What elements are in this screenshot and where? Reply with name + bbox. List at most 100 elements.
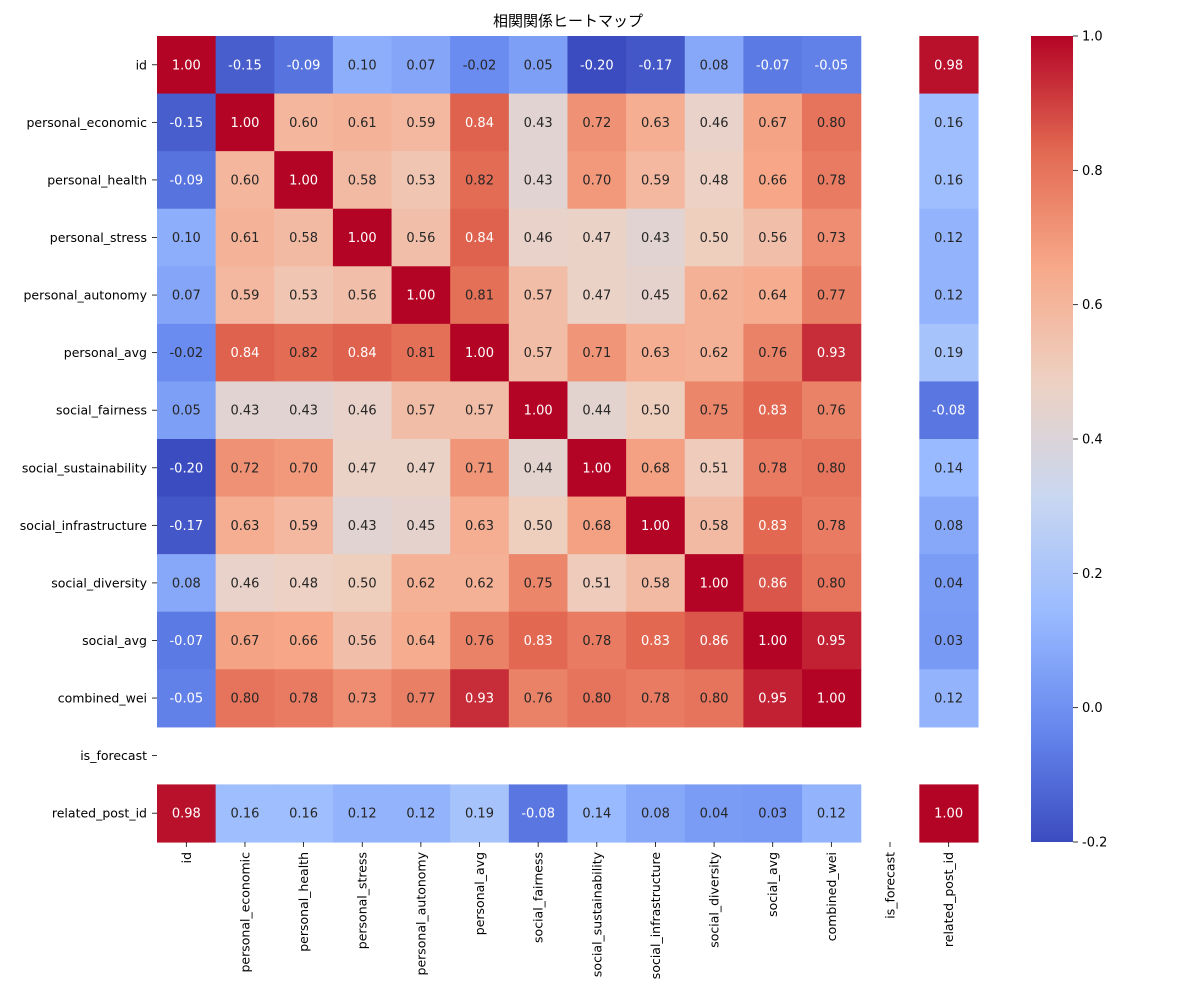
cell-value-label: 0.43: [524, 116, 553, 131]
heatmap-cell: [919, 208, 979, 267]
cell-value-label: 0.51: [582, 576, 611, 591]
cell-value-label: 0.64: [758, 289, 787, 304]
cell-value-label: -0.15: [169, 116, 203, 131]
heatmap-cell: [157, 784, 217, 843]
cell-value-label: 0.51: [700, 461, 729, 476]
cell-value-label: 0.68: [641, 461, 670, 476]
heatmap-cell: [508, 93, 569, 152]
cell-value-label: 1.00: [406, 289, 435, 304]
heatmap-cell: [332, 669, 393, 728]
colorbar: [1031, 36, 1073, 842]
heatmap-cell: [802, 784, 862, 843]
cell-value-label: 0.07: [406, 58, 435, 73]
cell-value-label: 0.63: [465, 519, 494, 534]
cell-value-label: -0.15: [228, 58, 262, 73]
cell-value-label: 0.63: [641, 346, 670, 361]
row-tick-label: social_diversity: [51, 575, 147, 590]
heatmap-cell: [684, 784, 744, 843]
heatmap-cell: [684, 669, 744, 728]
heatmap-cell: [215, 208, 275, 267]
cell-value-label: 0.81: [406, 346, 435, 361]
cell-value-label: 0.43: [230, 404, 259, 419]
heatmap-cell: [684, 266, 744, 325]
heatmap-cell: [626, 323, 686, 383]
heatmap-cell: [508, 438, 569, 498]
cell-value-label: 0.12: [817, 807, 846, 822]
heatmap-cell: [450, 669, 510, 728]
heatmap-cell: [567, 784, 627, 843]
heatmap-cell: [450, 208, 510, 267]
cell-value-label: 0.84: [465, 231, 494, 246]
row-tick-label: related_post_id: [52, 806, 147, 821]
heatmap-cell: [450, 554, 510, 613]
cell-value-label: 0.44: [524, 461, 553, 476]
heatmap-cell: [743, 784, 803, 843]
colorbar-tick-label: 0.2: [1082, 567, 1103, 582]
heatmap-cell: [274, 669, 334, 728]
cell-value-label: 0.43: [524, 173, 553, 188]
row-tick-label: personal_economic: [26, 115, 147, 130]
cell-value-label: 0.76: [465, 634, 494, 649]
heatmap-cell: [802, 669, 862, 728]
cell-value-label: 1.00: [700, 576, 729, 591]
cell-value-label: 0.70: [289, 461, 318, 476]
heatmap-cell: [684, 381, 744, 440]
heatmap-cell: [743, 36, 803, 95]
cell-value-label: -0.17: [639, 58, 673, 73]
column-tick-label: id: [179, 852, 194, 863]
cell-value-label: 0.16: [230, 807, 259, 822]
heatmap-cell: [508, 381, 569, 440]
heatmap-cell: [391, 554, 451, 613]
heatmap-cell: [215, 381, 275, 440]
cell-value-label: 0.08: [700, 58, 729, 73]
heatmap-cell: [157, 669, 217, 728]
cell-value-label: 0.71: [465, 461, 494, 476]
heatmap-cell: [215, 266, 275, 325]
cell-value-label: 0.03: [758, 807, 787, 822]
heatmap-cell: [215, 93, 275, 152]
cell-value-label: 0.76: [758, 346, 787, 361]
heatmap-cell: [274, 93, 334, 152]
heatmap-cell: [743, 554, 803, 613]
cell-value-label: -0.02: [169, 346, 203, 361]
cell-value-label: 0.72: [230, 461, 259, 476]
cell-value-label: 0.10: [172, 231, 201, 246]
heatmap-cell: [508, 151, 569, 210]
heatmap-cell: [157, 496, 217, 555]
heatmap-cell: [919, 266, 979, 325]
cell-value-label: 0.56: [406, 231, 435, 246]
cell-value-label: 0.78: [289, 692, 318, 707]
cell-value-label: 0.47: [582, 231, 611, 246]
row-tick-label: personal_avg: [64, 345, 147, 360]
heatmap-cell: [332, 208, 393, 267]
heatmap-cell: [508, 323, 569, 383]
cell-value-label: 0.63: [230, 519, 259, 534]
cell-value-label: 0.59: [641, 173, 670, 188]
cell-value-label: 0.70: [582, 173, 611, 188]
column-tick-label: related_post_id: [941, 852, 956, 947]
cell-value-label: 0.63: [641, 116, 670, 131]
heatmap-cell: [802, 496, 862, 555]
column-tick-label: social_diversity: [707, 851, 722, 947]
heatmap-cell: [919, 93, 979, 152]
colorbar-tick-label: 0.4: [1082, 433, 1103, 448]
cell-value-label: 0.44: [582, 404, 611, 419]
heatmap-cell: [157, 93, 217, 152]
heatmap-cell: [332, 323, 393, 383]
cell-value-label: 0.86: [758, 576, 787, 591]
row-tick-labels: id personal_economic personal_healthperson…: [20, 57, 157, 821]
heatmap-cell: [802, 151, 862, 210]
heatmap-cell: [157, 266, 217, 325]
cell-value-label: 0.43: [348, 519, 377, 534]
heatmap-cell: [567, 381, 627, 440]
heatmap-cell: [157, 554, 217, 613]
cell-value-label: 0.12: [934, 231, 963, 246]
heatmap-cell: [157, 36, 217, 95]
heatmap-cell: [919, 554, 979, 613]
cell-value-label: 0.95: [817, 634, 846, 649]
heatmap-cell: [743, 323, 803, 383]
cell-value-label: 0.57: [406, 404, 435, 419]
cell-value-label: 0.04: [934, 576, 963, 591]
cell-value-label: 0.14: [934, 461, 963, 476]
heatmap-cell: [743, 93, 803, 152]
